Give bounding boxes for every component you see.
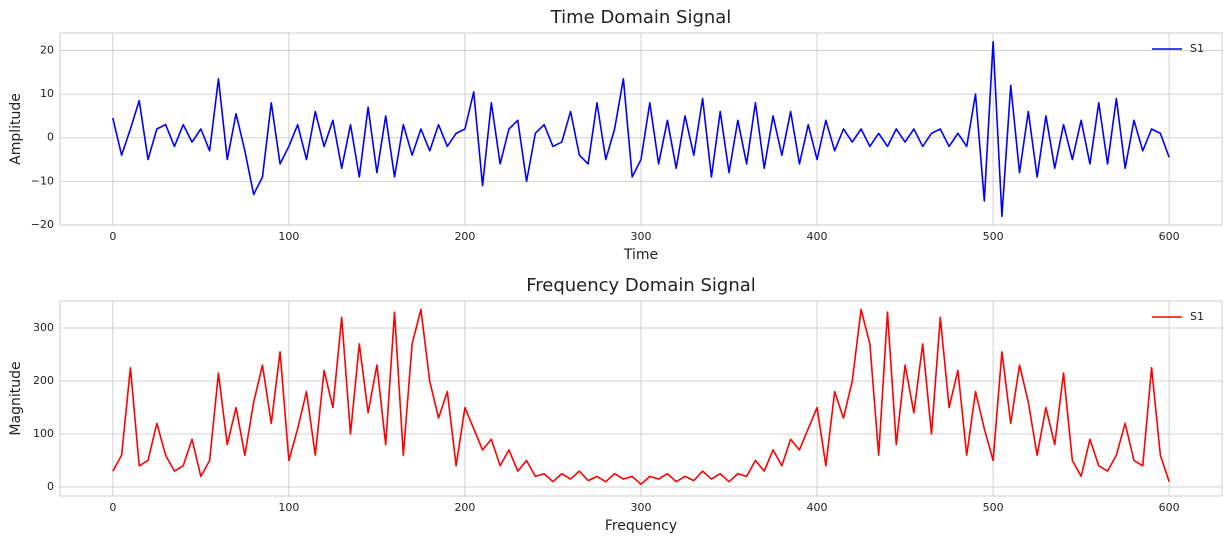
x-tick-label: 400 [807, 230, 828, 243]
x-tick-label: 500 [983, 501, 1004, 514]
x-tick-label: 200 [454, 501, 475, 514]
chart-title: Frequency Domain Signal [526, 275, 756, 296]
y-tick-label: 10 [40, 87, 54, 100]
x-tick-label: 0 [109, 230, 116, 243]
y-tick-label: 100 [33, 427, 54, 440]
x-tick-label: 200 [454, 230, 475, 243]
x-tick-label: 100 [278, 501, 299, 514]
x-tick-label: 300 [631, 501, 652, 514]
y-tick-label: 300 [33, 321, 54, 334]
y-tick-label: −20 [31, 218, 54, 231]
x-tick-label: 600 [1159, 501, 1180, 514]
x-axis-label: Frequency [605, 518, 677, 534]
y-axis-label: Amplitude [8, 93, 24, 165]
x-axis-label: Time [623, 247, 658, 263]
x-tick-label: 600 [1159, 230, 1180, 243]
chart-title: Time Domain Signal [550, 7, 732, 28]
subplot: 0 100 200 300 400 500 600 0 100 200 300 Frequency D… [8, 275, 1223, 534]
x-tick-label: 100 [278, 230, 299, 243]
y-tick-label: 0 [47, 131, 54, 144]
legend-label: S1 [1190, 42, 1204, 55]
y-tick-label: 0 [47, 480, 54, 493]
legend-label: S1 [1190, 310, 1204, 323]
y-tick-label: −10 [31, 174, 54, 187]
y-axis-label: Magnitude [8, 361, 24, 435]
y-tick-label: 20 [40, 43, 54, 56]
series-line [112, 40, 1170, 218]
x-tick-label: 300 [631, 230, 652, 243]
x-tick-label: 500 [983, 230, 1004, 243]
x-tick-label: 0 [109, 501, 116, 514]
subplot: 0 100 200 300 400 500 600 −20 −10 0 10 20 Time Domai… [8, 7, 1223, 263]
x-tick-label: 400 [807, 501, 828, 514]
series-line [112, 308, 1170, 486]
axes-frame [59, 300, 1223, 497]
y-tick-label: 200 [33, 374, 54, 387]
axes-frame [59, 32, 1223, 226]
